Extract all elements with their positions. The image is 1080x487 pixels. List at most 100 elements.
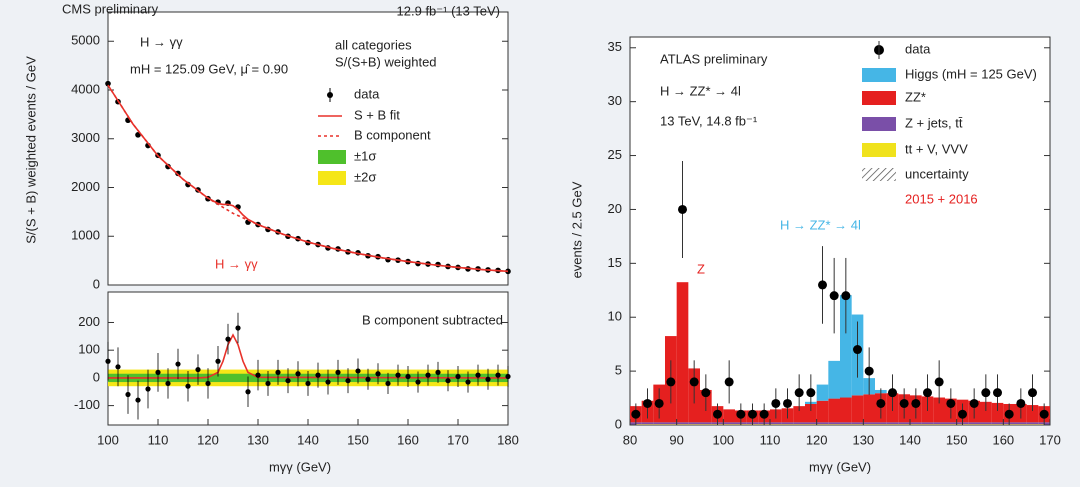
- data-point: [165, 380, 171, 387]
- legend-label: ±2σ: [354, 169, 376, 184]
- data-point: [105, 358, 111, 364]
- data-point: [505, 268, 511, 275]
- x-tick-label: 100: [712, 432, 734, 447]
- x-tick-label: 130: [852, 432, 874, 447]
- cms-residual-frame: [107, 291, 509, 426]
- data-point: [1028, 388, 1037, 398]
- histogram-bar: [805, 422, 817, 425]
- annotation: H → γγ: [140, 34, 183, 49]
- data-point: [205, 380, 211, 387]
- histogram-bar: [700, 424, 712, 425]
- x-tick-label: 90: [669, 432, 683, 447]
- data-point: [666, 377, 676, 387]
- y-tick-label: 0: [615, 416, 622, 431]
- data-point: [285, 378, 291, 384]
- x-tick-label: 120: [197, 432, 219, 447]
- data-point: [375, 371, 381, 377]
- data-point: [993, 388, 1002, 398]
- histogram-bar: [945, 424, 957, 425]
- data-point: [335, 369, 341, 375]
- annotation: Z: [697, 261, 705, 276]
- y-tick-label: 3000: [71, 130, 100, 145]
- histogram-bar: [898, 422, 910, 425]
- histogram-bar: [665, 422, 677, 425]
- histogram-bar: [676, 282, 689, 423]
- legend-swatch: [862, 143, 896, 157]
- data-point: [215, 358, 221, 364]
- data-point: [701, 388, 711, 398]
- data-point: [325, 379, 331, 385]
- histogram-bar: [840, 422, 852, 425]
- histogram-bar: [816, 384, 829, 401]
- data-point: [853, 345, 862, 355]
- data-point: [748, 409, 757, 419]
- histogram-bar: [921, 424, 934, 425]
- data-point: [395, 372, 401, 378]
- legend-label: data: [905, 41, 931, 56]
- histogram-bar: [828, 398, 840, 423]
- x-tick-label: 160: [397, 432, 419, 447]
- histogram-bar: [980, 424, 992, 425]
- data-point: [505, 373, 511, 380]
- legend-label: ZZ*: [905, 89, 926, 104]
- atlas-title: ATLAS preliminary: [660, 51, 768, 66]
- legend-swatch: [318, 150, 346, 164]
- histogram-bar: [723, 424, 735, 425]
- histogram-bar: [676, 422, 689, 425]
- data-point: [1016, 398, 1026, 408]
- data-point: [315, 372, 321, 378]
- legend-swatch: [862, 68, 896, 82]
- data-point: [841, 291, 851, 301]
- cms-title: CMS preliminary: [62, 1, 159, 16]
- data-point: [654, 398, 664, 408]
- x-tick-label: 110: [760, 432, 781, 447]
- histogram-bar: [700, 422, 712, 425]
- histogram-bar: [1026, 422, 1039, 425]
- data-point: [631, 409, 641, 419]
- data-point: [195, 366, 201, 373]
- data-point: [829, 291, 839, 301]
- data-point: [445, 378, 451, 384]
- x-tick-label: 170: [447, 432, 469, 447]
- x-tick-label: 180: [497, 432, 519, 447]
- annotation: 13 TeV, 14.8 fb⁻¹: [660, 113, 758, 128]
- y-tick-label: 0: [93, 276, 100, 291]
- data-point: [485, 376, 491, 382]
- annotation: H → γγ: [215, 256, 258, 271]
- data-point: [125, 391, 131, 398]
- histogram-bar: [980, 422, 992, 425]
- histogram-bar: [781, 424, 794, 425]
- data-point: [405, 373, 411, 380]
- histogram-bar: [816, 400, 829, 423]
- histogram-bar: [1026, 424, 1039, 425]
- data-point: [724, 377, 734, 387]
- legend-label: B component: [354, 127, 431, 142]
- legend-swatch: [862, 91, 896, 105]
- y-tick-label: 5000: [71, 33, 100, 48]
- data-point: [145, 386, 151, 392]
- histogram-bar: [886, 424, 899, 425]
- data-point: [105, 80, 111, 87]
- histogram-bar: [991, 402, 1004, 423]
- data-point: [899, 398, 909, 408]
- data-point: [275, 369, 281, 375]
- y-tick-label: -100: [74, 397, 100, 412]
- histogram-bar: [968, 422, 980, 425]
- histogram-bar: [688, 424, 700, 425]
- y-tick-label: 200: [78, 314, 100, 329]
- histogram-bar: [840, 295, 852, 398]
- data-point: [345, 378, 351, 384]
- histogram-bar: [676, 424, 689, 425]
- x-axis-label: mγγ (GeV): [269, 459, 331, 474]
- histogram-bar: [816, 422, 829, 425]
- histogram-bar: [805, 424, 817, 425]
- data-point: [475, 372, 481, 378]
- y-tick-label: 15: [608, 255, 622, 270]
- data-point: [818, 280, 827, 290]
- legend-label: Z + jets, tt̄: [905, 115, 963, 130]
- annotation: B component subtracted: [362, 312, 503, 327]
- x-tick-label: 150: [347, 432, 369, 447]
- annotation: H → ZZ* → 4l: [780, 217, 861, 232]
